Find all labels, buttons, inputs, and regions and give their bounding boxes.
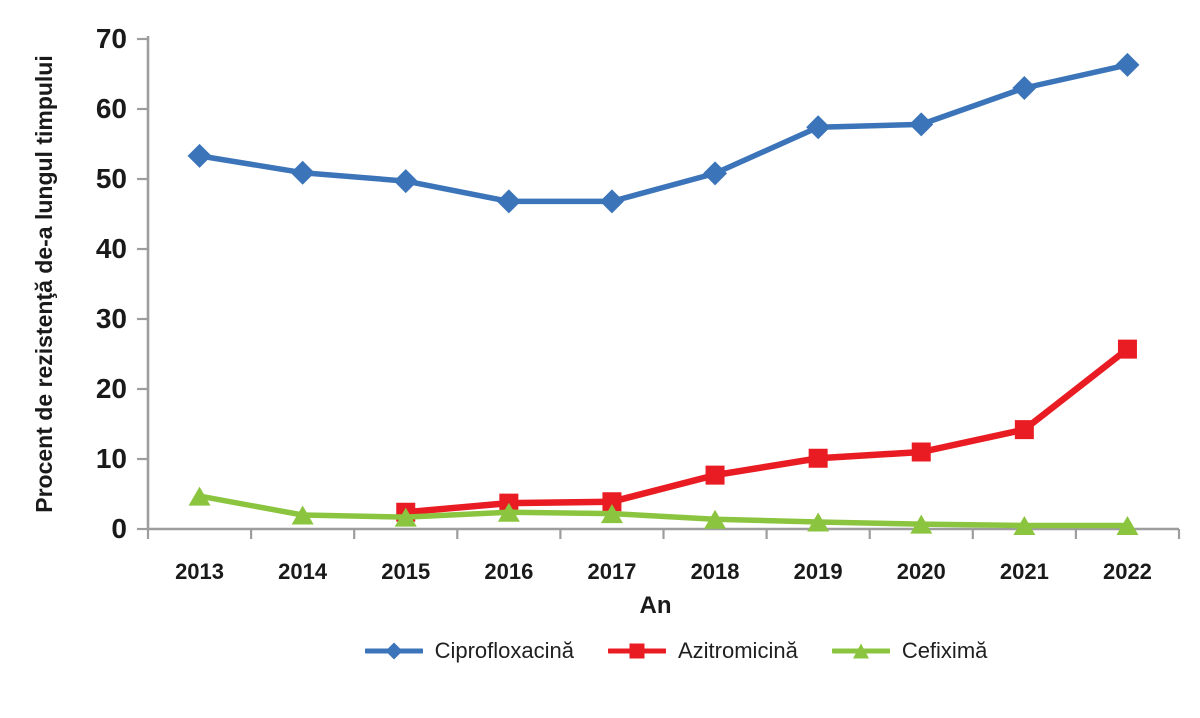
marker-cefixima-2022 [1116,516,1139,535]
marker-azitromicina-2017 [602,492,622,512]
marker-ciprofloxacina-2016 [496,189,521,214]
marker-ciprofloxacina-2022 [1115,52,1140,77]
x-tick-label: 2020 [897,559,946,584]
marker-azitromicina-2022 [1117,339,1137,359]
series-line-azitromicina [402,345,1131,516]
x-tick-label: 2016 [484,559,533,584]
x-tick-label: 2014 [278,559,328,584]
marker-ciprofloxacina-2015 [393,169,418,194]
x-tick-label: 2017 [587,559,636,584]
marker-cefixima-2016 [497,502,520,522]
marker-cefixima-2015 [394,507,417,527]
legend-item-ciprofloxacina: Ciprofloxacină [364,638,574,664]
marker-azitromicina-2020 [911,442,931,462]
legend-label-ciprofloxacina: Ciprofloxacină [434,638,574,663]
marker-ciprofloxacina-2017 [599,189,624,214]
marker-azitromicina-2019 [808,448,828,468]
x-tick-label: 2018 [691,559,740,584]
marker-cefixima-2020 [910,514,933,534]
y-tick-label: 0 [111,513,127,544]
marker-cefixima-2019 [807,512,830,532]
series-line-cefixima [196,493,1131,529]
y-tick-label: 70 [96,23,127,54]
marker-ciprofloxacina-2020 [909,112,934,137]
y-tick-label: 20 [96,373,127,404]
legend-item-cefixima: Cefiximă [831,638,988,664]
x-tick-label: 2021 [1000,559,1049,584]
marker-cefixima-2021 [1013,516,1036,535]
legend-marker-ciprofloxacina-icon [364,642,423,660]
marker-ciprofloxacina-2013 [187,143,212,168]
marker-azitromicina-2018 [705,465,725,485]
marker-cefixima-2013 [188,486,211,506]
marker-ciprofloxacina-2021 [1012,76,1037,100]
marker-cefixima-2018 [704,509,727,529]
x-tick-label: 2022 [1103,559,1152,584]
y-tick-label: 10 [96,443,127,474]
x-tick-label: 2015 [381,559,430,584]
y-tick-label: 50 [96,163,127,194]
legend: Ciprofloxacină Azitromicină Cefiximă [0,638,1200,664]
y-tick-label: 30 [96,303,127,334]
marker-cefixima-2017 [600,504,623,524]
legend-item-azitromicina: Azitromicină [608,638,798,664]
x-tick-label: 2019 [794,559,843,584]
series-line-ciprofloxacina [196,62,1131,205]
x-tick-label: 2013 [175,559,224,584]
legend-label-azitromicina: Azitromicină [678,638,798,663]
y-tick-label: 60 [96,93,127,124]
marker-ciprofloxacina-2019 [806,115,831,140]
marker-cefixima-2014 [291,505,314,525]
y-axis-title: Procent de rezistenţă de-a lungul timpul… [31,55,57,513]
legend-marker-cefixima-icon [831,643,890,659]
marker-azitromicina-2021 [1014,420,1034,440]
legend-marker-azitromicina-icon [608,643,666,659]
marker-ciprofloxacina-2018 [703,161,728,186]
y-tick-label: 40 [96,233,127,264]
legend-label-cefixima: Cefiximă [901,638,988,663]
marker-ciprofloxacina-2014 [290,160,315,185]
x-axis-title: An [640,592,672,619]
